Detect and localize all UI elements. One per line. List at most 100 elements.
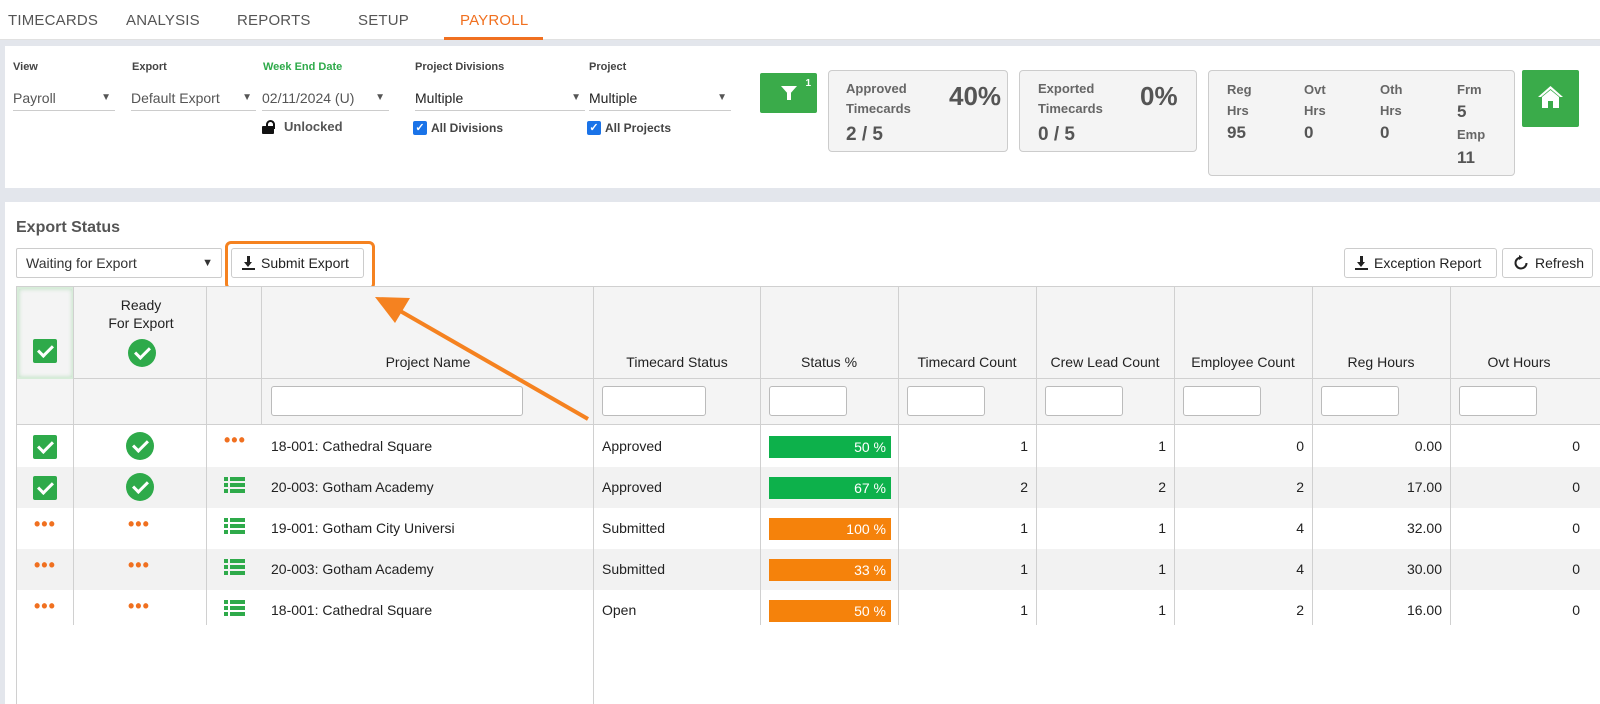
all-projects-checkbox[interactable]: ✓ All Projects xyxy=(587,121,671,135)
employee-count-cell: 4 xyxy=(1296,520,1304,536)
export-grid: Ready For Export Project Name Timecard S… xyxy=(16,286,1600,704)
more-dots-icon[interactable]: ••• xyxy=(34,596,56,616)
table-row[interactable]: ••• ••• 18-001: Cathedral Square Open 50 % 1 1… xyxy=(17,590,1600,631)
approved-label-2: Timecards xyxy=(846,101,911,116)
week-end-select[interactable]: 02/11/2024 (U) ▼ xyxy=(262,85,389,111)
ovt-hrs-label-2: Hrs xyxy=(1304,103,1326,118)
timecard-status-cell: Submitted xyxy=(602,520,666,536)
project-name-cell: 18-001: Cathedral Square xyxy=(271,438,433,454)
timecard-count-cell: 1 xyxy=(1020,602,1028,618)
table-row[interactable]: ••• ••• 19-001: Gotham City Universi Submit… xyxy=(17,508,1600,549)
oth-hrs-label-2: Hrs xyxy=(1380,103,1402,118)
submit-export-button[interactable]: Submit Export xyxy=(231,248,364,278)
exported-fraction: 0 / 5 xyxy=(1038,124,1075,145)
col-timecard-count[interactable]: Timecard Count xyxy=(917,354,1017,370)
table-row[interactable]: ••• 18-001: Cathedral Square Approved 50 % 1… xyxy=(17,426,1600,467)
table-row[interactable]: 20-003: Gotham Academy Approved 67 % 2 2 2 17.… xyxy=(17,467,1600,508)
chevron-down-icon: ▼ xyxy=(571,92,581,103)
ovt-hours-cell: 0 xyxy=(1572,602,1580,618)
ovt-hrs-value: 0 xyxy=(1304,123,1314,142)
list-icon[interactable] xyxy=(224,600,245,617)
reg-hrs-value: 95 xyxy=(1227,123,1246,142)
all-divisions-checkbox[interactable]: ✓ All Divisions xyxy=(413,121,503,135)
home-button[interactable] xyxy=(1522,70,1579,127)
submit-export-label: Submit Export xyxy=(261,255,349,271)
divisions-select[interactable]: Multiple ▼ xyxy=(415,85,585,111)
list-icon[interactable] xyxy=(224,518,245,535)
frm-value: 5 xyxy=(1457,102,1467,121)
more-dots-icon[interactable]: ••• xyxy=(34,555,56,575)
list-icon[interactable] xyxy=(224,559,245,576)
col-crew-lead-count[interactable]: Crew Lead Count xyxy=(1050,354,1160,370)
crew-lead-count-filter[interactable] xyxy=(1045,386,1123,416)
select-all-checkbox[interactable] xyxy=(33,339,57,363)
timecard-count-cell: 1 xyxy=(1020,561,1028,577)
tab-payroll[interactable]: PAYROLL xyxy=(460,12,529,29)
reg-hrs-label: Reg xyxy=(1227,82,1252,97)
export-status-select[interactable]: Waiting for Export ▼ xyxy=(16,248,222,278)
employee-count-cell: 2 xyxy=(1296,602,1304,618)
col-status-pct[interactable]: Status % xyxy=(800,354,858,370)
exception-report-button[interactable]: Exception Report xyxy=(1344,248,1497,278)
crew-lead-count-cell: 1 xyxy=(1158,602,1166,618)
oth-hrs-value: 0 xyxy=(1380,123,1390,142)
exported-label-2: Timecards xyxy=(1038,101,1103,116)
lock-status[interactable]: Unlocked xyxy=(262,119,343,134)
crew-lead-count-cell: 1 xyxy=(1158,438,1166,454)
exported-timecards-card: Exported Timecards 0% 0 / 5 xyxy=(1019,70,1197,152)
table-row[interactable]: ••• ••• 20-003: Gotham Academy Submitted 33 … xyxy=(17,549,1600,590)
status-pct-filter[interactable] xyxy=(769,386,847,416)
row-select-checkbox[interactable] xyxy=(33,476,57,500)
list-icon[interactable] xyxy=(224,477,245,494)
reg-hours-cell: 0.00 xyxy=(1414,438,1442,454)
tab-analysis[interactable]: ANALYSIS xyxy=(126,12,200,29)
lock-status-label: Unlocked xyxy=(284,119,343,134)
emp-label: Emp xyxy=(1457,127,1486,142)
project-name-cell: 19-001: Gotham City Universi xyxy=(271,520,455,536)
chevron-down-icon: ▼ xyxy=(242,92,252,103)
select-all-cell xyxy=(17,287,74,379)
more-dots-icon[interactable]: ••• xyxy=(34,514,56,534)
ready-header-line2: For Export xyxy=(108,315,174,331)
unlock-icon xyxy=(262,119,276,134)
divisions-value: Multiple xyxy=(415,90,464,106)
approved-label: Approved xyxy=(846,81,907,96)
row-select-checkbox[interactable] xyxy=(33,435,57,459)
col-project-name[interactable]: Project Name xyxy=(385,354,471,370)
chevron-down-icon: ▼ xyxy=(717,92,727,103)
filter-button[interactable]: 1 xyxy=(760,73,817,113)
project-value: Multiple xyxy=(589,90,638,106)
reg-hours-cell: 16.00 xyxy=(1406,602,1442,618)
reg-hours-filter[interactable] xyxy=(1321,386,1399,416)
col-divider xyxy=(1036,287,1037,625)
export-select[interactable]: Default Export ▼ xyxy=(131,85,256,111)
approved-fraction: 2 / 5 xyxy=(846,124,883,145)
col-employee-count[interactable]: Employee Count xyxy=(1191,354,1295,370)
timecard-status-cell: Open xyxy=(602,602,637,618)
view-select[interactable]: Payroll ▼ xyxy=(13,85,115,111)
filter-count-badge: 1 xyxy=(805,78,811,89)
crew-lead-count-cell: 2 xyxy=(1158,479,1166,495)
refresh-icon xyxy=(1514,255,1528,270)
project-label: Project xyxy=(589,61,627,73)
timecard-count-filter[interactable] xyxy=(907,386,985,416)
refresh-button[interactable]: Refresh xyxy=(1502,248,1593,278)
col-ovt-hours[interactable]: Ovt Hours xyxy=(1487,354,1551,370)
row-actions-icon[interactable]: ••• xyxy=(224,430,246,450)
timecard-status-filter[interactable] xyxy=(602,386,706,416)
tab-timecards[interactable]: TIMECARDS xyxy=(8,12,99,29)
ovt-hours-cell: 0 xyxy=(1572,438,1580,454)
col-reg-hours[interactable]: Reg Hours xyxy=(1347,354,1415,370)
caret-down-icon: ▼ xyxy=(202,257,213,269)
ready-header-line1: Ready xyxy=(120,297,162,313)
approved-timecards-card: Approved Timecards 40% 2 / 5 xyxy=(828,70,1008,152)
approved-percent: 40% xyxy=(949,81,1002,111)
col-timecard-status[interactable]: Timecard Status xyxy=(626,354,728,370)
employee-count-filter[interactable] xyxy=(1183,386,1261,416)
tab-setup[interactable]: SETUP xyxy=(358,12,410,29)
ovt-hours-filter[interactable] xyxy=(1459,386,1537,416)
project-select[interactable]: Multiple ▼ xyxy=(589,85,731,111)
ready-check-icon xyxy=(126,473,154,501)
project-name-filter[interactable] xyxy=(271,386,523,416)
tab-reports[interactable]: REPORTS xyxy=(237,12,311,29)
